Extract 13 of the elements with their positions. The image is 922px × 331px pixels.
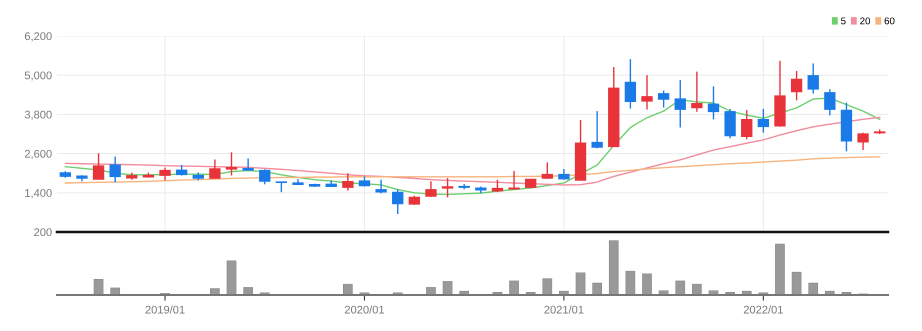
y-tick-label: 5,000 — [24, 71, 52, 81]
legend-label: 5 — [841, 18, 846, 24]
x-tick-label: 2020/01 — [344, 305, 384, 314]
legend-label: 60 — [884, 17, 895, 24]
y-tick-label: 1,400 — [25, 189, 52, 198]
y-tick-label: 2,600 — [24, 150, 52, 160]
y-tick-label: 200 — [34, 228, 52, 236]
legend-label: 20 — [860, 17, 870, 24]
x-tick-label: 2019/01 — [146, 305, 185, 314]
x-tick-label: 2022/01 — [744, 305, 783, 314]
x-tick-label: 2021/01 — [544, 305, 584, 314]
y-tick-label: 3,800 — [24, 110, 52, 120]
y-tick-label: 6,200 — [24, 32, 52, 42]
